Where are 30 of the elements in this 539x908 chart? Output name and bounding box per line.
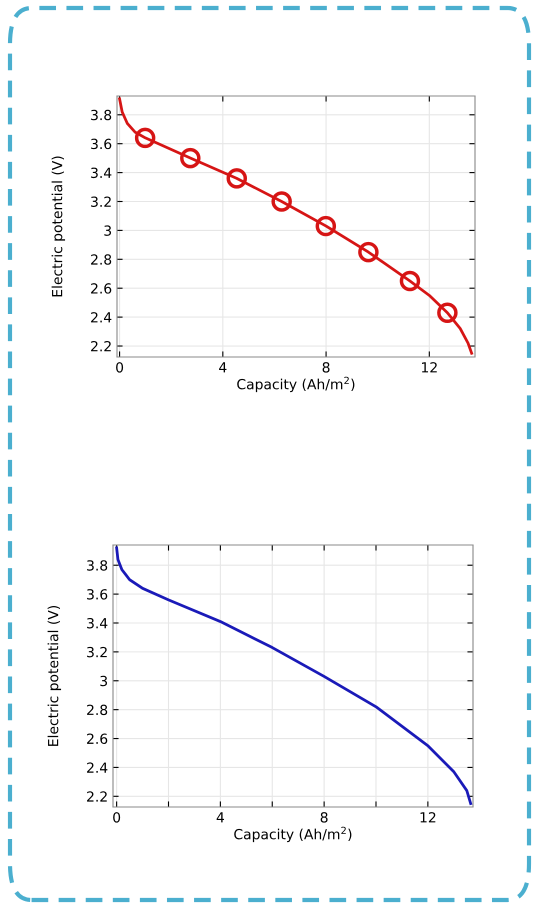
y-tick-label: 3 — [104, 225, 112, 236]
y-tick-label: 2.8 — [87, 704, 108, 716]
y-tick-label: 3.2 — [87, 646, 107, 658]
y-tick-label: 3.4 — [87, 618, 108, 628]
y-tick-label: 3 — [100, 676, 108, 686]
y-axis-title: Electric potential (V) — [48, 606, 62, 746]
y-tick-label: 3.6 — [91, 138, 112, 150]
y-tick-label: 3.8 — [87, 560, 108, 571]
x-tick-label: 12 — [420, 812, 436, 822]
y-tick-label: 2.2 — [91, 340, 111, 352]
y-tick-label: 2.2 — [87, 791, 107, 802]
y-tick-label: 3.8 — [91, 110, 112, 120]
y-tick-label: 3.2 — [91, 196, 111, 207]
y-tick-label: 2.6 — [91, 283, 112, 294]
y-tick-label: 2.4 — [91, 312, 112, 322]
x-tick-label: 4 — [219, 362, 226, 372]
x-tick-label: 0 — [116, 362, 124, 373]
y-axis-title: Electric potential (V) — [52, 156, 66, 296]
x-tick-label: 12 — [422, 362, 437, 372]
x-axis-title: Capacity (Ah/m$^{2}$) — [234, 826, 352, 842]
y-tick-label: 2.8 — [91, 254, 112, 265]
x-tick-label: 0 — [113, 812, 120, 823]
y-tick-label: 2.6 — [87, 734, 108, 744]
x-tick-label: 8 — [322, 362, 330, 373]
y-tick-label: 2.4 — [87, 762, 108, 773]
y-tick-label: 3.6 — [87, 589, 108, 600]
x-tick-label: 8 — [320, 812, 328, 823]
x-tick-label: 4 — [216, 812, 224, 822]
x-axis-title: Capacity (Ah/m$^{2}$) — [237, 376, 354, 392]
y-tick-label: 3.4 — [91, 168, 112, 178]
